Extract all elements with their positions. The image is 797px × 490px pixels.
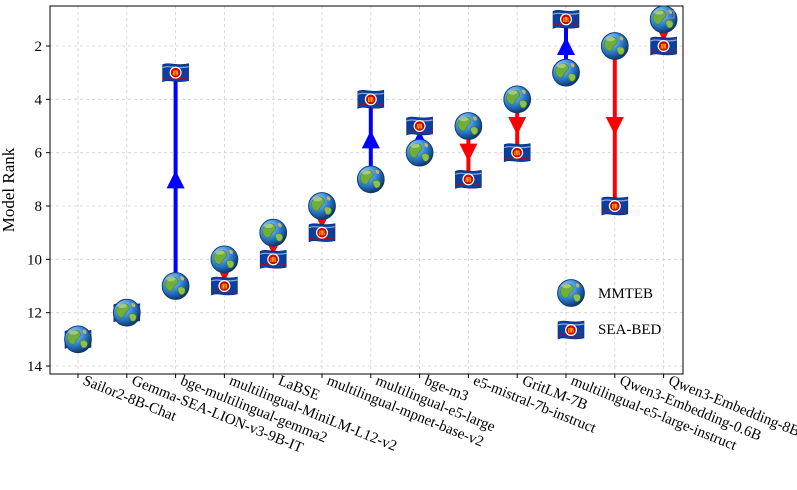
rank-change-arrowhead	[605, 117, 624, 135]
y-tick-label: 14	[27, 359, 43, 375]
mmteb-rank-marker	[454, 112, 483, 140]
mmteb-rank-marker	[64, 325, 92, 354]
seabed-rank-marker	[357, 89, 385, 109]
rank-change-arrowhead	[166, 170, 185, 189]
seabed-rank-marker	[601, 196, 629, 216]
seabed-rank-marker	[503, 143, 531, 163]
y-axis-title: Model Rank	[0, 147, 18, 232]
mmteb-rank-marker	[552, 58, 580, 87]
legend-corner-box	[666, 10, 675, 19]
y-tick-label: 12	[27, 306, 42, 322]
y-tick-label: 2	[35, 39, 43, 55]
mmteb-rank-marker	[210, 245, 239, 274]
y-tick-label: 8	[35, 199, 43, 215]
mmteb-rank-marker	[600, 32, 629, 60]
y-tick-label: 10	[27, 252, 42, 268]
y-axis: 2 4 6 8 10 12 14	[27, 39, 50, 375]
rank-change-arrowhead	[361, 130, 380, 149]
mmteb-rank-marker	[161, 272, 190, 300]
mmteb-rank-marker	[308, 192, 336, 220]
seabed-rank-marker	[454, 169, 482, 189]
mmteb-rank-marker	[405, 138, 434, 167]
rank-change-arrowhead	[508, 117, 527, 135]
seabed-rank-marker	[308, 223, 336, 243]
seabed-rank-marker	[649, 36, 678, 56]
mmteb-rank-marker	[356, 165, 385, 194]
mmteb-rank-marker	[112, 298, 141, 327]
rank-change-arrowhead	[459, 143, 478, 162]
seabed-rank-marker	[162, 63, 190, 83]
legend: MMTEB SEA-BED	[557, 279, 662, 340]
legend-flag-icon	[557, 320, 585, 340]
seabed-rank-marker	[552, 9, 580, 29]
y-tick-label: 4	[35, 92, 43, 108]
seabed-rank-marker	[210, 276, 238, 296]
legend-seabed-label: SEA-BED	[598, 322, 662, 338]
seabed-rank-marker	[259, 249, 287, 269]
mmteb-rank-marker	[649, 5, 678, 34]
legend-mmteb-label: MMTEB	[598, 286, 653, 302]
legend-globe-icon	[557, 279, 585, 307]
y-tick-label: 6	[35, 146, 43, 162]
mmteb-rank-marker	[259, 218, 288, 247]
x-axis: Sailor2-8B-ChatGemma-SEA-LION-v3-9B-ITbg…	[77, 373, 797, 456]
seabed-rank-marker	[406, 116, 434, 136]
rank-change-arrowhead	[557, 37, 575, 55]
plot-frame	[49, 5, 684, 375]
mmteb-rank-marker	[503, 85, 532, 114]
